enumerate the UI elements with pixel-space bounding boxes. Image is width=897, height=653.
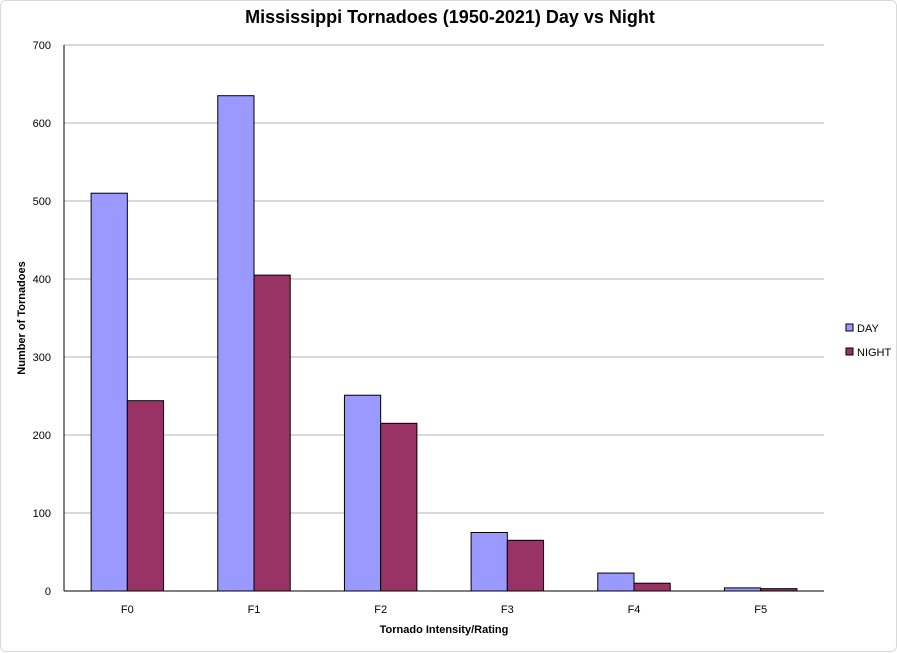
y-tick-label: 0 bbox=[45, 586, 51, 598]
y-tick-label: 300 bbox=[33, 352, 51, 364]
axes bbox=[63, 45, 824, 592]
bar-night-f0 bbox=[126, 400, 165, 592]
legend-swatch-day bbox=[845, 323, 854, 332]
y-tick-label: 200 bbox=[33, 430, 51, 442]
bar-night-f4 bbox=[633, 582, 671, 592]
bars bbox=[90, 95, 798, 592]
x-tick-label: F1 bbox=[248, 604, 261, 616]
x-tick-labels: F0 F1 F2 F3 F4 F5 bbox=[121, 604, 767, 616]
legend-label-day: DAY bbox=[857, 323, 879, 335]
x-tick-label: F0 bbox=[121, 604, 134, 616]
y-tick-label: 500 bbox=[33, 196, 51, 208]
y-tick-label: 100 bbox=[33, 508, 51, 520]
legend-swatch-night bbox=[845, 347, 854, 356]
bar-day-f0 bbox=[90, 192, 128, 592]
y-tick-labels: 0 100 200 300 400 500 600 700 bbox=[33, 40, 51, 598]
legend-label-night: NIGHT bbox=[857, 347, 892, 359]
x-tick-label: F4 bbox=[628, 604, 641, 616]
legend: DAY NIGHT bbox=[845, 323, 892, 359]
bar-day-f2 bbox=[343, 394, 382, 592]
bar-night-f2 bbox=[380, 422, 418, 592]
x-tick-label: F3 bbox=[501, 604, 514, 616]
y-tick-label: 700 bbox=[33, 40, 51, 52]
bar-day-f4 bbox=[597, 572, 635, 592]
y-tick-label: 400 bbox=[33, 274, 51, 286]
bar-day-f3 bbox=[470, 532, 508, 592]
x-tick-label: F2 bbox=[374, 604, 387, 616]
bar-night-f1 bbox=[253, 274, 291, 592]
y-tick-label: 600 bbox=[33, 118, 51, 130]
y-axis-label: Number of Tornadoes bbox=[16, 261, 28, 374]
x-tick-label: F5 bbox=[754, 604, 767, 616]
bar-night-f3 bbox=[506, 539, 545, 592]
x-axis-label: Tornado Intensity/Rating bbox=[380, 624, 509, 636]
bar-day-f1 bbox=[217, 95, 255, 592]
gridlines bbox=[64, 44, 824, 514]
chart-title: Mississippi Tornadoes (1950-2021) Day vs… bbox=[245, 7, 655, 27]
